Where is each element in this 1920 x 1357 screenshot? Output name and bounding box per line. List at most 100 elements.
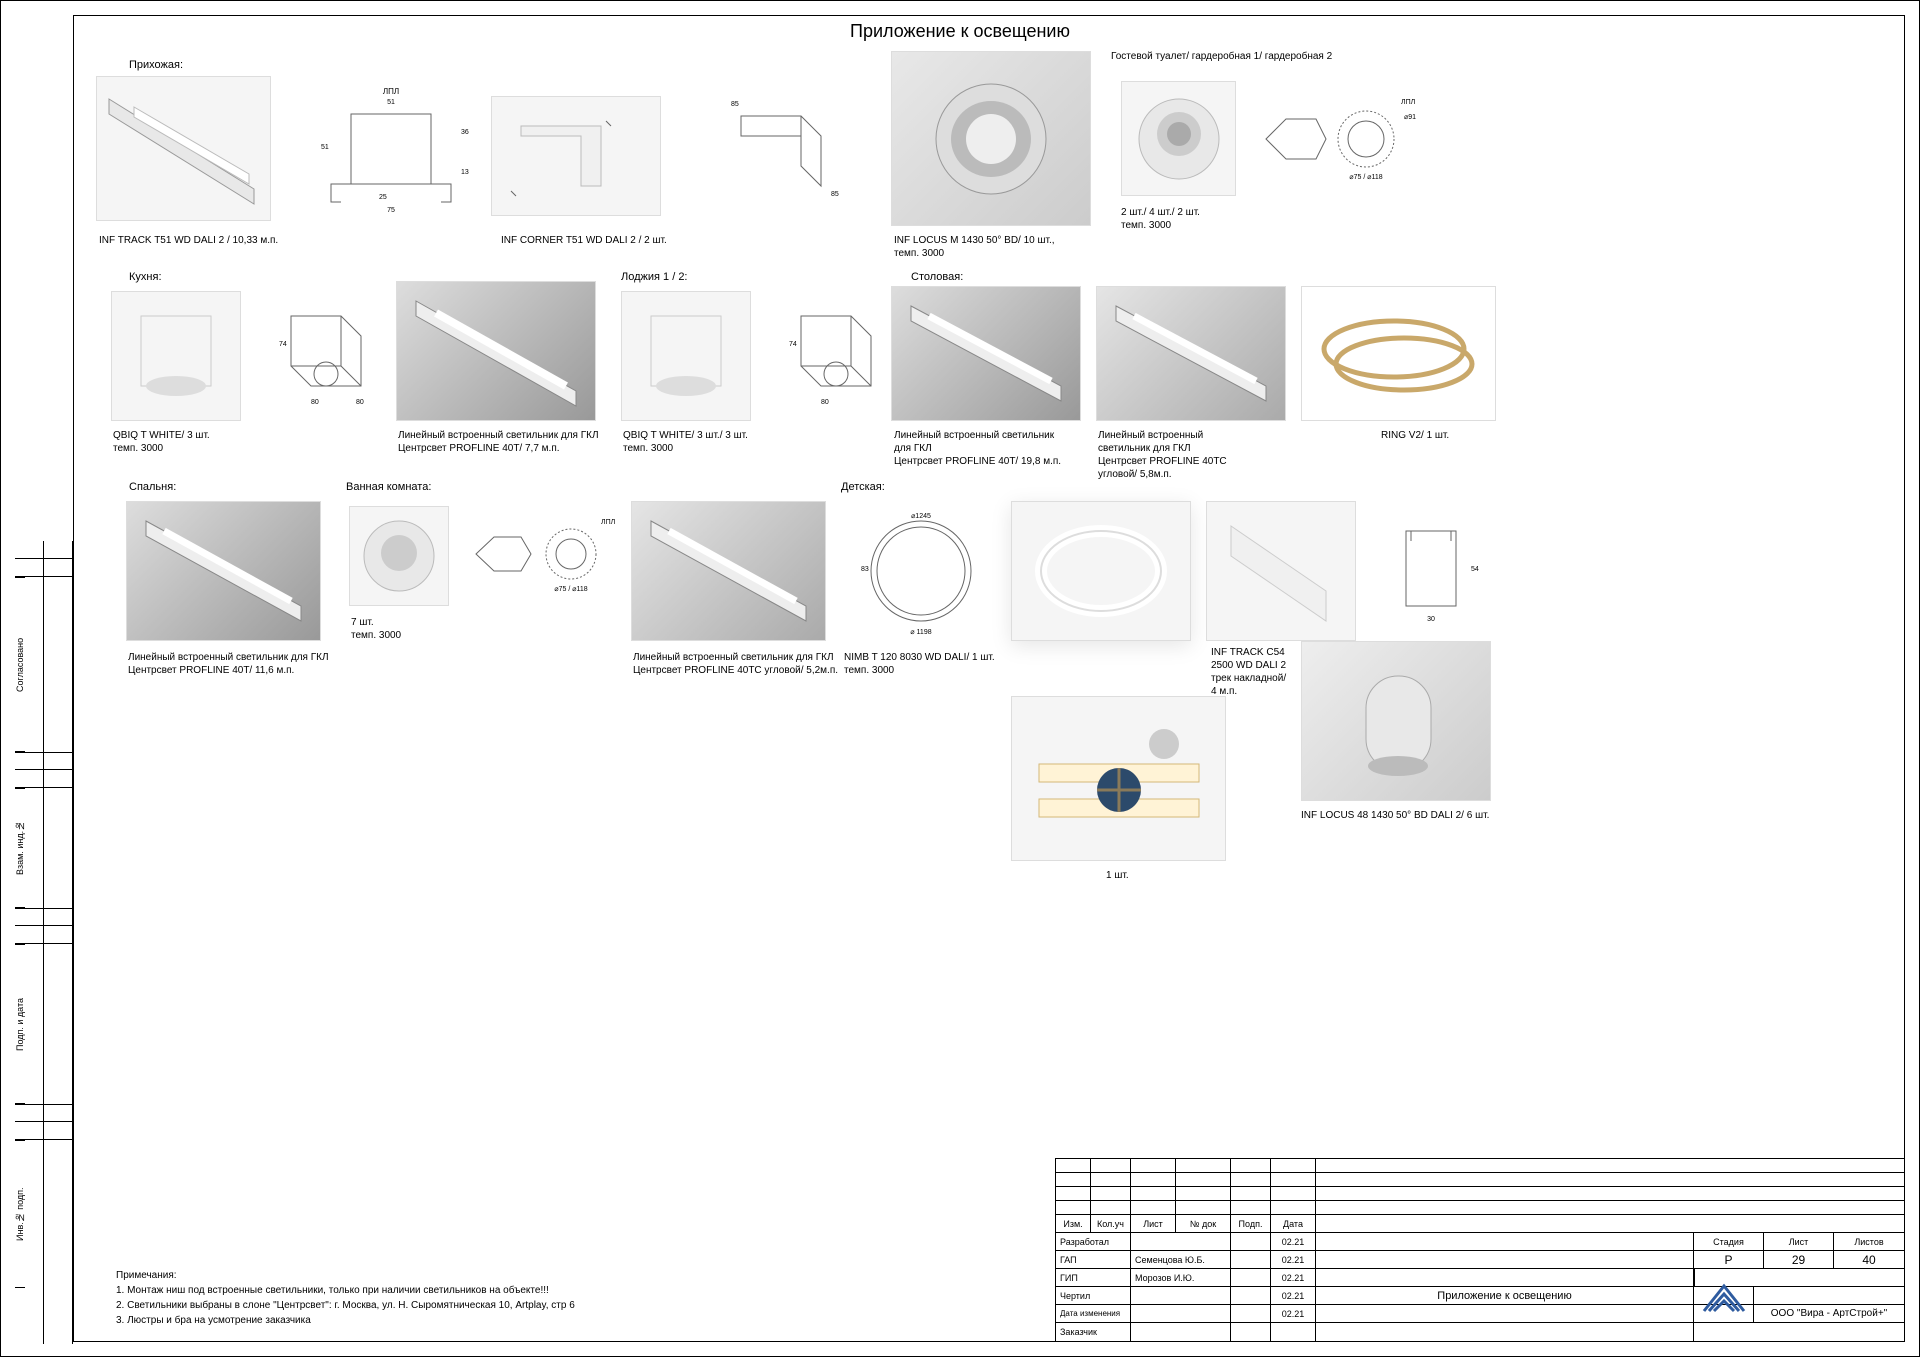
tr-date: Дата изменения [1056, 1305, 1131, 1322]
cap-airplane: 1 шт. [1106, 869, 1129, 882]
svg-text:ЛПЛ 120: ЛПЛ 120 [601, 519, 616, 526]
svg-text:⌀75 / ⌀118: ⌀75 / ⌀118 [554, 586, 587, 593]
td-morozov: Морозов И.Ю. [1131, 1269, 1231, 1286]
img-recessed-spot [1121, 81, 1236, 196]
cap-inf-locus-m: INF LOCUS M 1430 50° BD/ 10 шт., темп. 3… [894, 234, 1055, 260]
th-izm: Изм. [1056, 1215, 1091, 1232]
section-dining: Столовая: [911, 271, 963, 283]
svg-text:74: 74 [279, 341, 287, 348]
td-company [1754, 1287, 1904, 1304]
svg-text:⌀1245: ⌀1245 [911, 513, 931, 520]
diag-track-c54: 30 54 [1371, 511, 1491, 631]
img-corner-fitting [491, 96, 661, 216]
stamp-vzam: Взам. инд.№ [15, 788, 25, 908]
svg-text:74: 74 [789, 341, 797, 348]
svg-text:54: 54 [1471, 566, 1479, 573]
cap-inf-corner: INF CORNER T51 WD DALI 2 / 2 шт. [501, 234, 667, 247]
th-list: Лист [1131, 1215, 1176, 1232]
cap-ring: RING V2/ 1 шт. [1381, 429, 1449, 442]
cap-inf-track-c54: INF TRACK C54 2500 WD DALI 2 трек наклад… [1211, 646, 1286, 698]
svg-text:ЛПЛ 120: ЛПЛ 120 [1401, 99, 1416, 106]
svg-text:80: 80 [821, 399, 829, 406]
section-bedroom: Спальня: [129, 481, 176, 493]
svg-text:83: 83 [861, 566, 869, 573]
diag-recessed-section: ЛПЛ 120 ⌀91 ⌀75 / ⌀118 [1251, 81, 1421, 196]
cap-inf-locus-48: INF LOCUS 48 1430 50° BD DALI 2/ 6 шт. [1301, 809, 1489, 822]
svg-text:51: 51 [321, 144, 329, 151]
th-sheets: Листов [1834, 1233, 1904, 1250]
diag-bathroom-spot: ⌀75 / ⌀118 ЛПЛ 120 [461, 506, 621, 606]
cap-inf-track-t51: INF TRACK T51 WD DALI 2 / 10,33 м.п. [99, 234, 278, 247]
section-guest: Гостевой туалет/ гардеробная 1/ гардероб… [1111, 51, 1332, 62]
tr-chert: Чертил [1056, 1287, 1131, 1304]
img-track-c54 [1206, 501, 1356, 641]
stamp-agreed: Согласовано [15, 577, 25, 752]
svg-text:⌀75 / ⌀118: ⌀75 / ⌀118 [1349, 174, 1382, 181]
svg-text:⌀ 1198: ⌀ 1198 [910, 629, 931, 636]
img-qbiq-kitchen [111, 291, 241, 421]
img-locus-spotlight [891, 51, 1091, 226]
img-nimb-ring [1011, 501, 1191, 641]
th-sheet: Лист [1764, 1233, 1834, 1250]
img-profline-bathroom [631, 501, 826, 641]
svg-text:30: 30 [1427, 616, 1435, 623]
diag-corner-iso: 85 85 [681, 71, 881, 231]
svg-text:85: 85 [731, 101, 739, 108]
cap-qbiq-kitchen: QBIQ T WHITE/ 3 шт. темп. 3000 [113, 429, 210, 455]
svg-text:80: 80 [356, 399, 364, 406]
img-profline-kitchen [396, 281, 596, 421]
svg-text:13: 13 [461, 169, 469, 176]
note-3: 3. Люстры и бра на усмотрение заказчика [116, 1313, 575, 1328]
page-frame: Приложение к освещению Прихожая: INF TRA… [0, 0, 1920, 1357]
img-airplane-lamp [1011, 696, 1226, 861]
tr-gap: ГАП [1056, 1251, 1131, 1268]
th-ndok: № док [1176, 1215, 1231, 1232]
img-qbiq-loggia [621, 291, 751, 421]
img-profline-bedroom [126, 501, 321, 641]
section-hallway: Прихожая: [129, 59, 183, 71]
stamp-inv: Инв.№ подп. [15, 1140, 25, 1288]
td-sementsova: Семенцова Ю.Б. [1131, 1251, 1231, 1268]
svg-text:85: 85 [831, 191, 839, 198]
page-title: Приложение к освещению [850, 21, 1070, 42]
stamp-podp: Подп. и дата [15, 944, 25, 1104]
diag-qbiq-iso-k: 74 80 80 [256, 291, 386, 421]
tr-gip: ГИП [1056, 1269, 1131, 1286]
cap-profline-dining2: Линейный встроенный светильник для ГКЛ Ц… [1098, 429, 1227, 481]
th-stage: Стадия [1694, 1233, 1764, 1250]
img-profline-dining1 [891, 286, 1081, 421]
img-locus-48 [1301, 641, 1491, 801]
svg-text:75: 75 [387, 207, 395, 214]
svg-text:51: 51 [387, 99, 395, 106]
td-sheet: 29 [1764, 1251, 1834, 1268]
notes-header: Примечания: [116, 1268, 575, 1283]
img-profline-dining2 [1096, 286, 1286, 421]
th-data: Дата [1271, 1215, 1316, 1232]
td-sheets: 40 [1834, 1251, 1904, 1268]
svg-text:⌀91: ⌀91 [1404, 114, 1416, 121]
td-stage: Р [1694, 1251, 1764, 1268]
cap-profline-kitchen: Линейный встроенный светильник для ГКЛ Ц… [398, 429, 599, 455]
svg-text:80: 80 [311, 399, 319, 406]
section-kitchen: Кухня: [129, 271, 162, 283]
td-date1: 02.21 [1271, 1233, 1316, 1250]
title-block: Изм. Кол.уч Лист № док Подп. Дата Разраб… [1055, 1158, 1905, 1342]
section-loggia: Лоджия 1 / 2: [621, 271, 688, 283]
notes-block: Примечания: 1. Монтаж ниш под встроенные… [116, 1268, 575, 1328]
section-bathroom: Ванная комната: [346, 481, 431, 493]
cap-profline-bathroom: Линейный встроенный светильник для ГКЛ Ц… [633, 651, 838, 677]
diag-nimb: ⌀1245 ⌀ 1198 83 [841, 501, 1001, 641]
diag-track-section: ЛПЛ 51 75 51 36 13 25 [301, 76, 481, 221]
tr-cust: Заказчик [1056, 1323, 1131, 1341]
section-nursery: Детская: [841, 481, 885, 493]
side-stamp-col2 [43, 541, 73, 1344]
td-doc-title [1316, 1269, 1694, 1286]
cap-profline-bedroom: Линейный встроенный светильник для ГКЛ Ц… [128, 651, 329, 677]
note-1: 1. Монтаж ниш под встроенные светильники… [116, 1283, 575, 1298]
th-podp: Подп. [1231, 1215, 1271, 1232]
svg-text:25: 25 [379, 194, 387, 201]
tr-dev: Разработал [1056, 1233, 1131, 1250]
cap-nimb: NIMB T 120 8030 WD DALI/ 1 шт. темп. 300… [844, 651, 995, 677]
img-ring [1301, 286, 1496, 421]
img-bathroom-spot [349, 506, 449, 606]
